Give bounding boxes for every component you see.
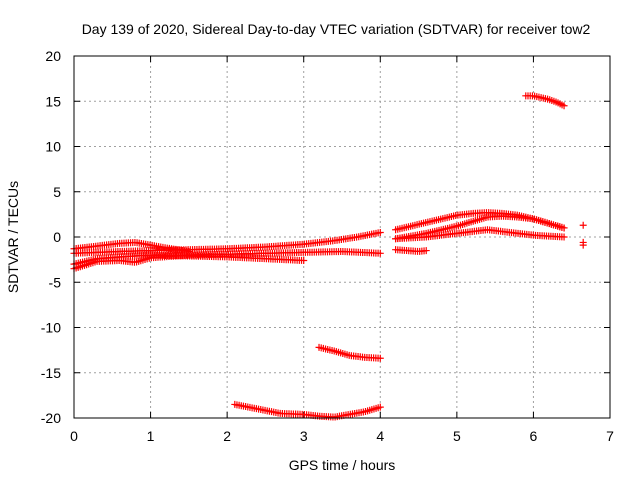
series-arc-10 [315, 343, 384, 362]
x-tick-label: 6 [530, 428, 538, 444]
series-arc-8 [392, 246, 430, 255]
y-tick-label: 10 [45, 139, 61, 155]
y-tick-label: 20 [45, 48, 61, 64]
y-tick-label: -5 [49, 274, 62, 290]
x-tick-label: 1 [147, 428, 155, 444]
grid [74, 56, 610, 418]
data-point [376, 228, 384, 236]
y-tick-label: 5 [53, 184, 61, 200]
series-arc-9 [522, 92, 568, 110]
series-arc-7 [392, 226, 568, 243]
data-point [579, 221, 587, 229]
x-axis-title: GPS time / hours [289, 457, 396, 473]
plot-frame [73, 55, 611, 419]
tick-labels: 0 1 2 3 4 5 6 7 -20 -15 -10 -5 0 5 10 15 20 [41, 48, 614, 444]
chart-title: Day 139 of 2020, Sidereal Day-to-day VTE… [82, 21, 591, 37]
y-tick-label: -15 [41, 365, 61, 381]
x-tick-label: 3 [300, 428, 308, 444]
data-point [376, 354, 384, 362]
y-tick-label: -20 [41, 410, 61, 426]
data-point [560, 233, 568, 241]
x-tick-label: 2 [223, 428, 231, 444]
data-point [300, 257, 308, 265]
data-point [560, 224, 568, 232]
x-tick-label: 5 [453, 428, 461, 444]
y-tick-label: 15 [45, 93, 61, 109]
x-tick-label: 7 [606, 428, 614, 444]
data-point [579, 241, 587, 249]
x-tick-label: 0 [70, 428, 78, 444]
x-tick-label: 4 [376, 428, 384, 444]
data-point [422, 247, 430, 255]
series-arc-3 [70, 238, 193, 255]
series-isolated [579, 221, 587, 249]
data-point [560, 102, 568, 110]
y-axis-title: SDTVAR / TECUs [5, 181, 21, 293]
data-points [70, 92, 587, 421]
series-arc-2 [70, 248, 384, 273]
y-tick-label: -10 [41, 320, 61, 336]
series-arc-11 [231, 400, 384, 421]
data-point [376, 403, 384, 411]
y-tick-label: 0 [53, 229, 61, 245]
data-point [376, 249, 384, 257]
